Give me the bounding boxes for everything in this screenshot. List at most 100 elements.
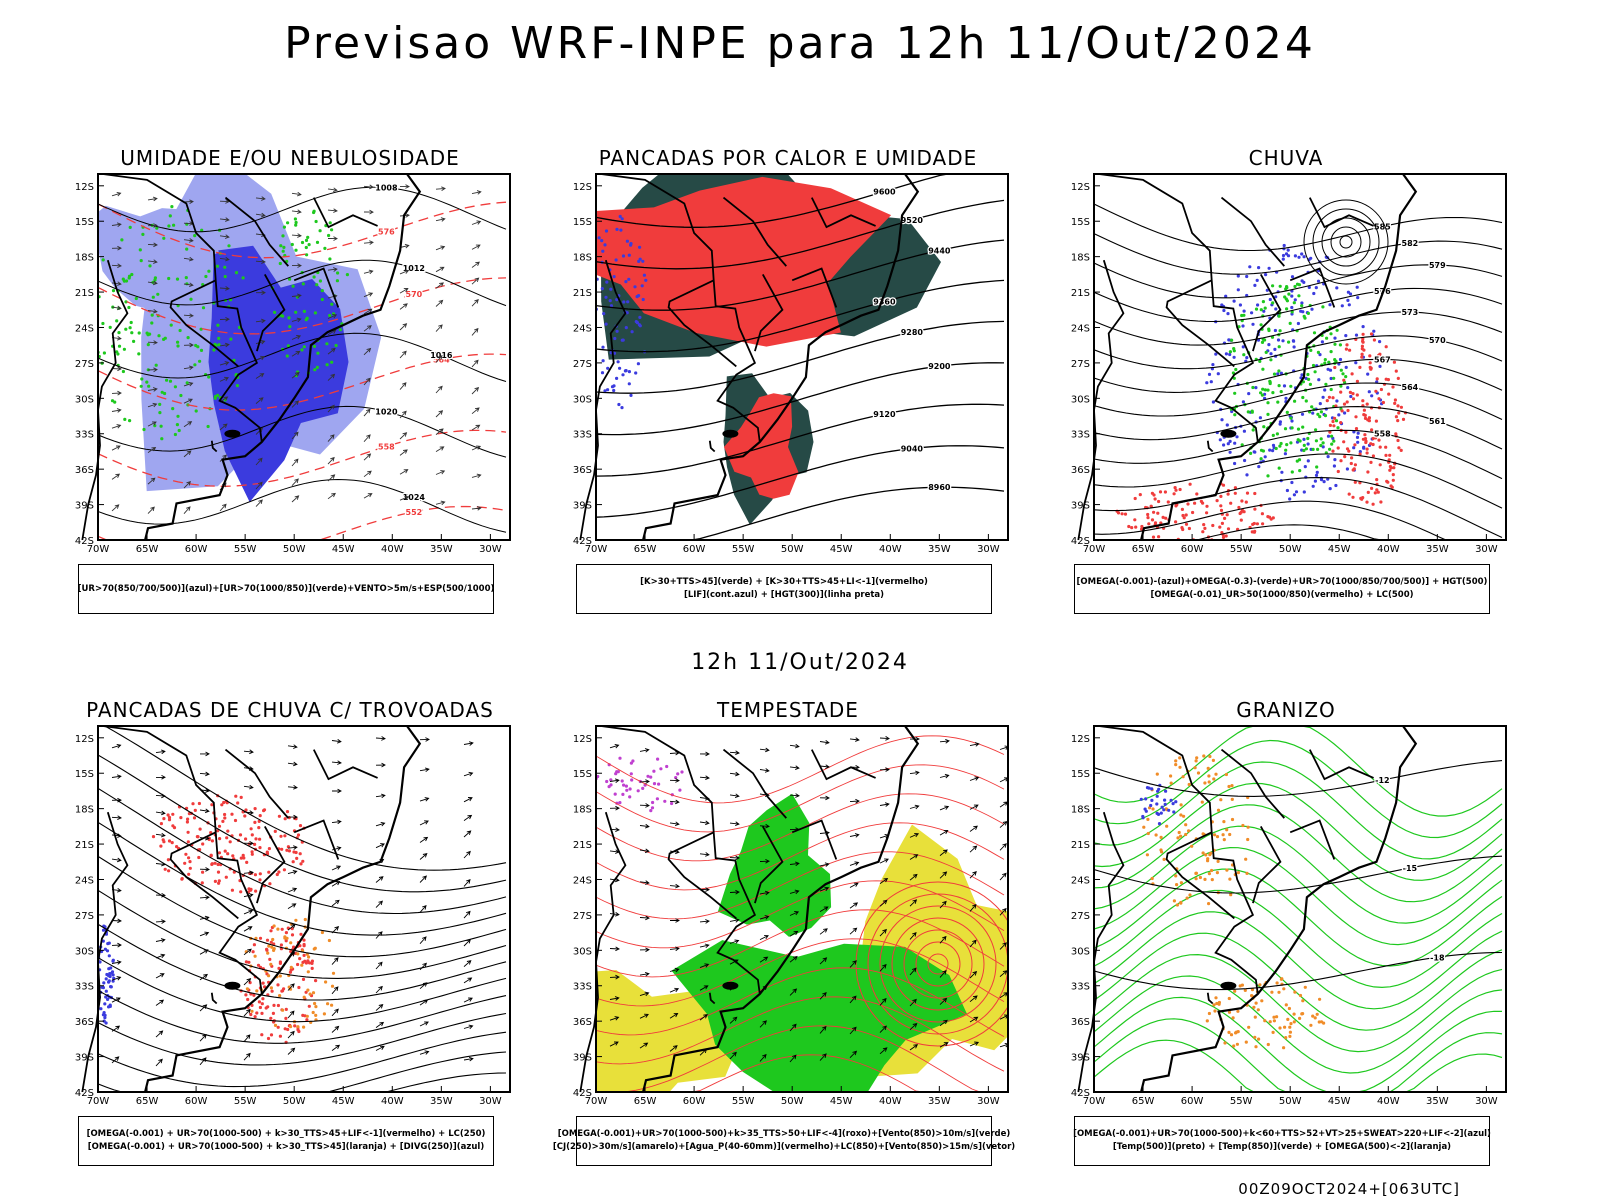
coastline [144,173,422,541]
map-granizo: -12 -15 -18 12S 15S 18S 21S 24S 27S 30S 33S 36S 39S 4… [1071,725,1507,1107]
state-border [210,440,218,453]
lon-label: 55W [732,1096,755,1107]
legend-trovoadas: [OMEGA(-0.001) + UR>70(1000-500) + k>30_… [78,1116,494,1166]
isoline [98,1012,507,1066]
isoline [596,764,1005,833]
isoline [1094,453,1503,509]
lat-label: 30S [75,394,94,405]
isoline-label: 564 [1402,383,1419,392]
lon-label: 70W [585,544,608,555]
omega-red [1325,332,1408,506]
state-border [579,811,627,1093]
isoline-label: 8960 [928,483,951,492]
lon-label: 30W [479,544,502,555]
hail-blue [1139,783,1178,826]
panel-tempestade: TEMPESTADE 12S 15S 18S 21S 24S 27S 30S 33S 36S 39… [548,698,1028,1178]
lat-label: 18S [75,805,94,816]
lon-label: 55W [1230,544,1253,555]
legend-line: [UR>70(850/700/500)](azul)+[UR>70(1000/8… [77,583,495,594]
map-pancadas-calor: 9600 9520 9440 9360 9280 9200 9120 9040 8960 12S 1… [573,173,1009,555]
state-border [224,748,289,819]
isoline [1094,524,1502,540]
lake-mirim [224,981,241,990]
instability-red [724,393,799,499]
state-border [600,725,761,995]
lon-label: 50W [1279,1096,1302,1107]
panel-title: PANCADAS DE CHUVA C/ TROVOADAS [86,698,494,722]
lon-label: 40W [879,1096,902,1107]
page-title: Previsao WRF-INPE para 12h 11/Out/2024 [284,18,1316,69]
omega-green [1228,282,1348,478]
map-frame [97,173,511,541]
isoline [1094,739,1503,839]
lon-label: 30W [977,1096,1000,1107]
legend-chuva: [OMEGA(-0.001)-(azul)+OMEGA(-0.3)-(verde… [1074,564,1490,614]
cyclone-streamline [1330,226,1362,258]
isoline-label: 9440 [928,246,951,255]
isoline [1094,846,1503,946]
isoline-label: -15 [1403,864,1418,873]
isoline-label: 1020 [375,407,398,416]
omega500-orange [1205,977,1326,1050]
state-border [224,196,289,267]
lon-label: 55W [234,544,257,555]
isoline-label: 582 [1402,239,1419,248]
lon-label: 60W [185,1096,208,1107]
panel-chuva: CHUVA 585 582 579 576 573 570 567 564 561 558 12S 1… [1046,146,1526,626]
isoline [98,754,507,893]
lat-label: 36S [573,465,592,476]
lat-label: 15S [573,217,592,228]
isoline [1094,500,1502,540]
lat-label: 36S [1071,1017,1090,1028]
isoline-label: 558 [378,442,395,451]
lat-label: 21S [1071,840,1090,851]
wind-green [671,940,967,1092]
state-border [1289,819,1336,860]
lat-label: 12S [75,182,94,193]
lat-label: 18S [573,253,592,264]
cyclone-streamline [1321,217,1371,267]
water-contour [927,953,949,975]
lif-contours [596,214,648,410]
panel-pancadas-calor: PANCADAS POR CALOR E UMIDADE 9600 9520 944… [548,146,1028,626]
lat-label: 30S [573,394,592,405]
isoline-label: 567 [1374,355,1391,364]
isoline [596,967,1005,1037]
coastline [642,725,920,1093]
lat-label: 21S [573,840,592,851]
lat-label: 30S [75,946,94,957]
lon-label: 50W [283,1096,306,1107]
lon-label: 60W [683,1096,706,1107]
lat-label: 12S [75,734,94,745]
isoline-label: 579 [1429,261,1446,270]
isoline [1094,855,1503,894]
cyclone-streamline [1312,208,1380,276]
coastline [642,173,920,541]
lon-label: 30W [1475,1096,1498,1107]
lat-label: 33S [573,430,592,441]
lat-label: 21S [573,288,592,299]
humidity-shading [98,205,219,314]
lon-label: 30W [977,544,1000,555]
lon-label: 35W [1426,1096,1449,1107]
state-border [293,819,340,860]
lon-label: 35W [928,1096,951,1107]
forecast-time-label: 12h 11/Out/2024 [691,650,909,675]
lat-label: 21S [75,840,94,851]
panel-granizo: GRANIZO -12 -15 -18 12S 15S 18S 21S 24S 27S 30S 33… [1046,698,1526,1178]
isoline [596,362,1005,436]
water-contour [915,941,961,987]
lat-label: 39S [573,1053,592,1064]
state-border [1308,749,1374,781]
panel-title: UMIDADE E/OU NEBULOSIDADE [120,146,460,170]
lon-label: 35W [430,1096,453,1107]
panel-title: PANCADAS POR CALOR E UMIDADE [598,146,978,170]
isoline [1094,911,1503,1010]
state-border [1206,992,1214,1005]
lat-label: 21S [1071,288,1090,299]
lon-label: 40W [879,544,902,555]
state-border [667,279,737,368]
lon-label: 35W [928,544,951,555]
state-border [708,992,716,1005]
